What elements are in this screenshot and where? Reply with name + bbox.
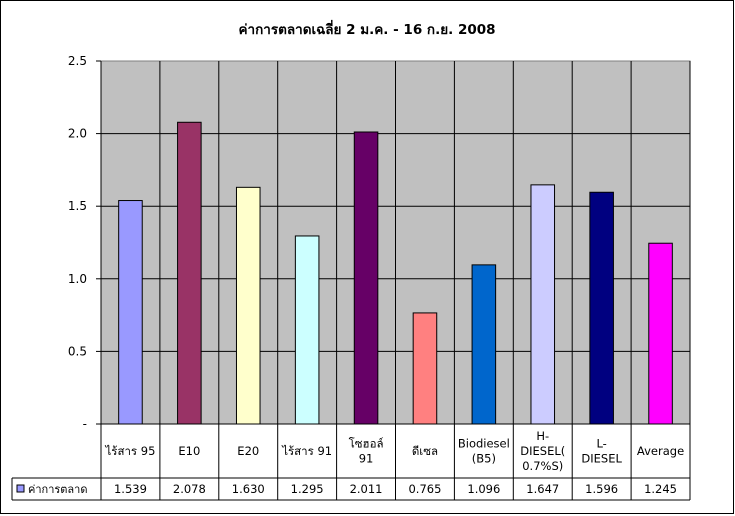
y-tick-label: 2.5	[68, 54, 87, 68]
data-label: 1.596	[585, 482, 618, 496]
bar	[118, 200, 143, 425]
category-label: 0.7%S)	[522, 459, 563, 473]
category-label: H-	[536, 429, 549, 443]
data-label: 1.295	[291, 482, 324, 496]
y-tick-label: -	[83, 417, 87, 431]
bar	[589, 191, 614, 425]
y-tick-label: 0.5	[68, 344, 87, 358]
data-label: 1.245	[644, 482, 677, 496]
bar	[294, 235, 320, 425]
data-label: 2.078	[173, 482, 206, 496]
category-label: E20	[237, 444, 259, 458]
category-label: Biodiesel	[458, 437, 510, 451]
bar	[530, 184, 556, 425]
category-label: โซฮอล์	[349, 437, 384, 451]
category-label: ไร้สาร 91	[281, 444, 332, 458]
category-label: Average	[637, 444, 684, 458]
category-label: (B5)	[472, 452, 496, 466]
data-label: 1.096	[467, 482, 500, 496]
bar	[177, 121, 202, 425]
legend-label: ค่าการตลาด	[28, 483, 88, 496]
category-label: E10	[178, 444, 200, 458]
data-label: 1.539	[114, 482, 147, 496]
category-label: ดีเซล	[412, 444, 438, 458]
category-label: ไร้สาร 95	[104, 444, 155, 458]
bars	[118, 121, 673, 425]
category-label: DIESEL	[581, 452, 622, 466]
bar	[412, 312, 438, 425]
data-table: ไร้สาร 95 E10 E20 ไร้สาร 91 โซฮอล์91 ดีเซล Bio…	[11, 61, 691, 501]
y-tick-label: 2.0	[68, 127, 87, 141]
data-label: 2.011	[350, 482, 383, 496]
bar	[353, 131, 379, 425]
data-label: 1.630	[232, 482, 265, 496]
bar	[235, 186, 261, 425]
chart-title: ค่าการตลาดเฉลี่ย 2 ม.ค. - 16 ก.ย. 2008	[238, 19, 495, 38]
data-label: 1.647	[526, 482, 559, 496]
data-label: 0.765	[408, 482, 441, 496]
y-tick-label: 1.0	[68, 272, 87, 286]
y-tick-label: 1.5	[68, 199, 87, 213]
bar	[471, 264, 497, 425]
category-label: DIESEL(	[520, 444, 565, 458]
legend-swatch	[16, 484, 25, 493]
category-label: L-	[596, 437, 606, 451]
bar	[648, 242, 673, 425]
category-label: 91	[359, 452, 374, 466]
